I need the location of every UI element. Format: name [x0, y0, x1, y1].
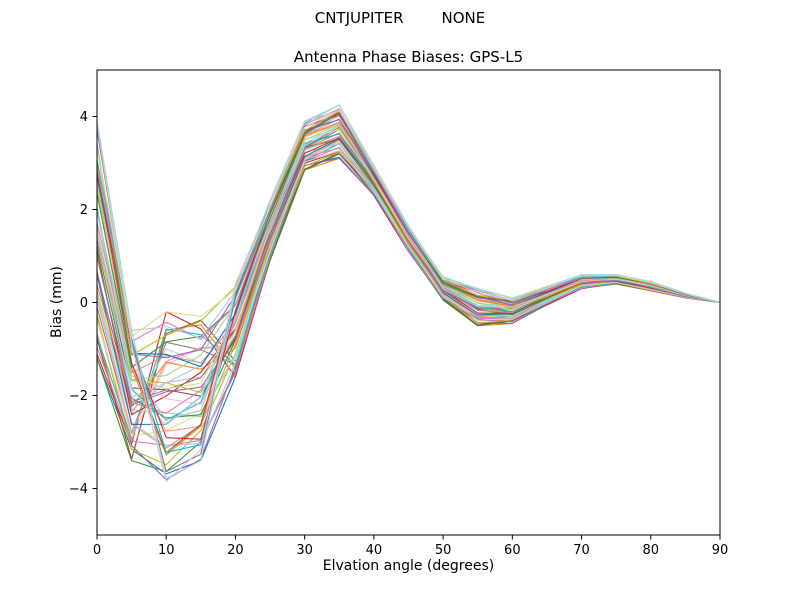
- x-tick-label: 0: [93, 543, 101, 558]
- x-tick-label: 70: [573, 543, 590, 558]
- chart-title: Antenna Phase Biases: GPS-L5: [293, 48, 524, 66]
- x-tick-label: 60: [504, 543, 521, 558]
- bias-line: [97, 135, 720, 414]
- y-tick-label: −4: [69, 482, 88, 497]
- bias-line: [97, 146, 720, 447]
- y-tick-label: 2: [80, 203, 88, 218]
- x-axis-ticks: 0 10 20 30 40 50 60 70 80 90: [93, 535, 728, 558]
- bias-line: [97, 147, 720, 447]
- y-axis-label: Bias (mm): [49, 265, 65, 339]
- x-tick-label: 20: [227, 543, 244, 558]
- x-tick-label: 10: [158, 543, 175, 558]
- bias-line: [97, 109, 720, 483]
- bias-line: [97, 153, 720, 434]
- x-tick-label: 80: [643, 543, 660, 558]
- bias-line-group: [97, 104, 720, 483]
- x-axis-label: Elvation angle (degrees): [322, 558, 495, 574]
- x-tick-label: 90: [712, 543, 729, 558]
- bias-line: [97, 151, 720, 466]
- bias-line: [97, 129, 720, 390]
- header-mode-label: NONE: [441, 9, 486, 27]
- bias-line: [97, 125, 720, 398]
- bias-line: [97, 104, 720, 480]
- y-tick-label: −2: [69, 389, 88, 404]
- bias-line: [97, 110, 720, 339]
- x-tick-label: 30: [296, 543, 313, 558]
- bias-line: [97, 151, 720, 445]
- bias-line: [97, 157, 720, 460]
- bias-line: [97, 114, 720, 421]
- bias-line: [97, 104, 720, 338]
- bias-line: [97, 153, 720, 473]
- bias-line: [97, 133, 720, 397]
- x-tick-label: 50: [435, 543, 452, 558]
- figure-header: CNTJUPITER NONE: [0, 9, 800, 27]
- bias-line: [97, 132, 720, 408]
- y-axis-ticks: −4 −2 0 2 4: [69, 110, 97, 497]
- y-tick-label: 4: [80, 110, 88, 125]
- bias-line: [97, 122, 720, 406]
- y-tick-label: 0: [80, 296, 88, 311]
- header-station-label: CNTJUPITER: [314, 9, 404, 27]
- bias-line: [97, 140, 720, 437]
- x-tick-label: 40: [366, 543, 383, 558]
